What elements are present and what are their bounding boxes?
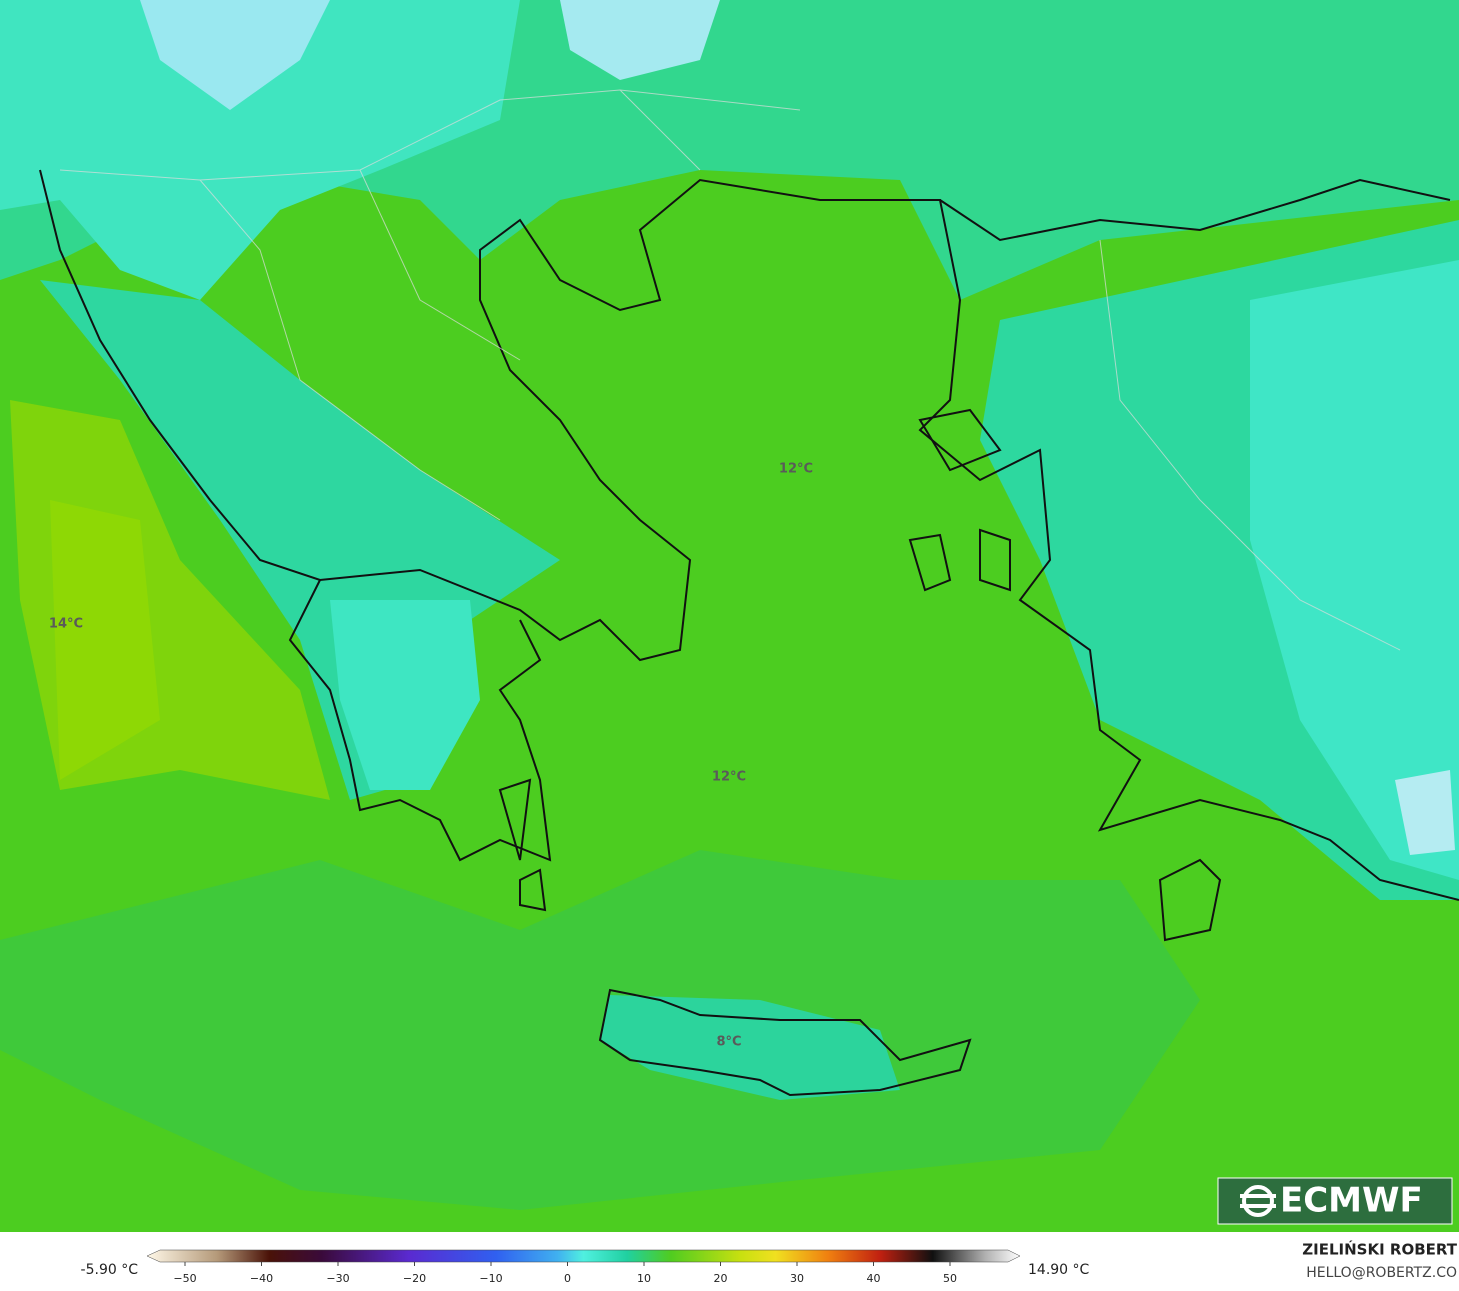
map-label: 12°C	[779, 462, 813, 477]
mainland-coast	[39, 169, 1459, 901]
borders	[59, 89, 1401, 651]
crete	[598, 988, 972, 1097]
cold-core	[560, 0, 720, 80]
colorbar-tick-label: 40	[867, 1272, 881, 1285]
colorbar	[146, 1249, 1021, 1263]
colorbar-ticks: −50 −40 −30 −20 −10 0 10 20 30 40 50	[173, 1262, 957, 1285]
crete-field	[600, 995, 900, 1100]
rhodes	[1158, 858, 1222, 942]
warm-core	[50, 500, 160, 780]
cold-core	[140, 0, 330, 110]
colorbar-tick-label: 50	[943, 1272, 957, 1285]
colorbar-tick-label: −40	[250, 1272, 273, 1285]
black-sea-coast	[939, 178, 1451, 242]
map-label: 14°C	[49, 617, 83, 632]
cold-core	[1395, 770, 1455, 855]
colorbar-tick-label: −10	[479, 1272, 502, 1285]
colorbar-tick-label: 30	[790, 1272, 804, 1285]
colorbar-max: 14.90 °C	[1028, 1262, 1090, 1278]
colorbar-min: -5.90 °C	[81, 1262, 139, 1278]
anatolia-cold	[1250, 260, 1459, 880]
credit-author: ZIELIŃSKI ROBERT	[1302, 1240, 1457, 1259]
credit-contact: HELLO@ROBERTZ.CO	[1306, 1265, 1457, 1281]
south-field	[0, 850, 1200, 1210]
logo-text: ECMWF	[1280, 1181, 1423, 1221]
map-label: 8°C	[716, 1035, 741, 1050]
map: 14°C 12°C 12°C 8°C ECMWF	[0, 0, 1459, 1232]
coastline	[39, 169, 1459, 1097]
cold-field	[0, 0, 520, 300]
peloponnese-coast	[288, 579, 552, 862]
colorbar-tick-label: 0	[564, 1272, 571, 1285]
colorbar-tick-label: −50	[173, 1272, 196, 1285]
colorbar-tick-label: 10	[637, 1272, 651, 1285]
islands	[498, 408, 1011, 912]
peloponnese-field	[330, 600, 480, 790]
colorbar-tick-label: 20	[714, 1272, 728, 1285]
map-label: 12°C	[712, 770, 746, 785]
colorbar-tick-label: −20	[403, 1272, 426, 1285]
logo-icon	[1240, 1185, 1276, 1217]
colorbar-tick-label: −30	[326, 1272, 349, 1285]
